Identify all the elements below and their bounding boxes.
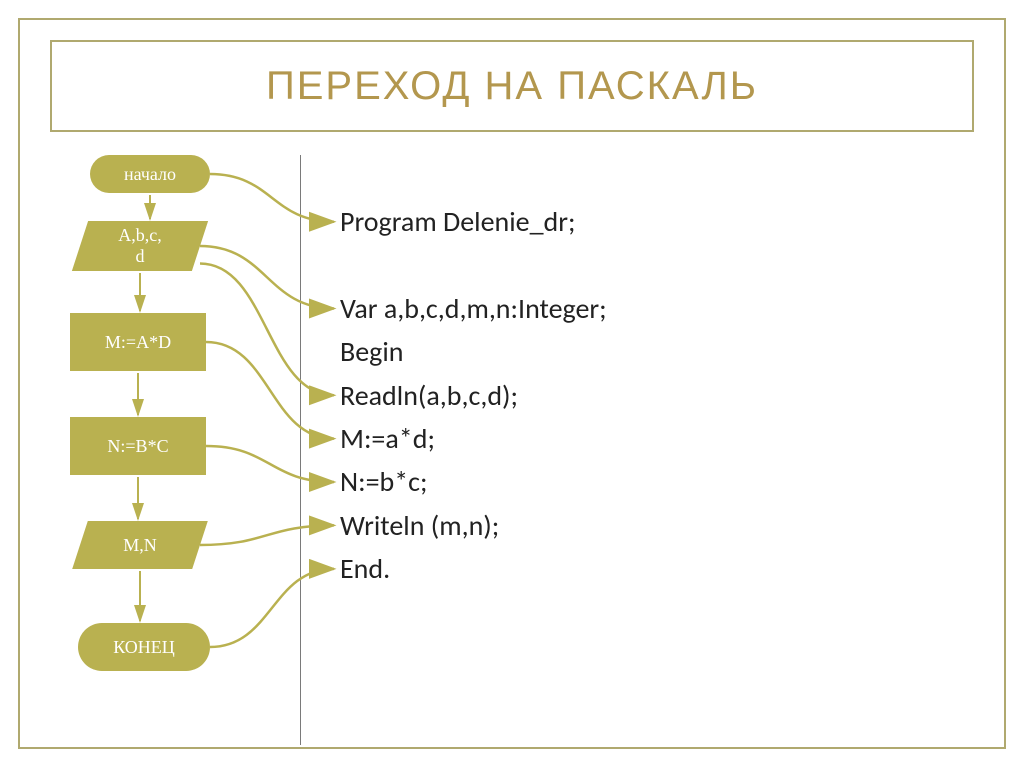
page-title: ПЕРЕХОД НА ПАСКАЛЬ <box>266 64 758 109</box>
flow-node-p1: M:=A*D <box>70 313 206 371</box>
code-line-8: End. <box>340 547 607 590</box>
flow-node-start: начало <box>90 155 210 193</box>
code-line-3: Begin <box>340 330 607 373</box>
flow-node-io1: A,b,c,d <box>80 221 200 271</box>
code-line-4: Readln(a,b,c,d); <box>340 374 607 417</box>
code-line-5: M:=a*d; <box>340 417 607 460</box>
flowchart: начало A,b,c,d M:=A*D N:=B*C M,N КОНЕЦ <box>30 155 290 735</box>
code-line-2: Var a,b,c,d,m,n:Integer; <box>340 287 607 330</box>
code-block: Program Delenie_dr; Var a,b,c,d,m,n:Inte… <box>340 200 607 591</box>
flow-node-end: КОНЕЦ <box>78 623 210 671</box>
flow-node-io2: M,N <box>80 521 200 569</box>
flow-node-p2: N:=B*C <box>70 417 206 475</box>
code-line-1 <box>340 243 607 286</box>
code-line-7: Writeln (m,n); <box>340 504 607 547</box>
title-plate: ПЕРЕХОД НА ПАСКАЛЬ <box>50 40 974 132</box>
code-line-0: Program Delenie_dr; <box>340 200 607 243</box>
vertical-divider <box>300 155 301 745</box>
code-line-6: N:=b*c; <box>340 460 607 503</box>
